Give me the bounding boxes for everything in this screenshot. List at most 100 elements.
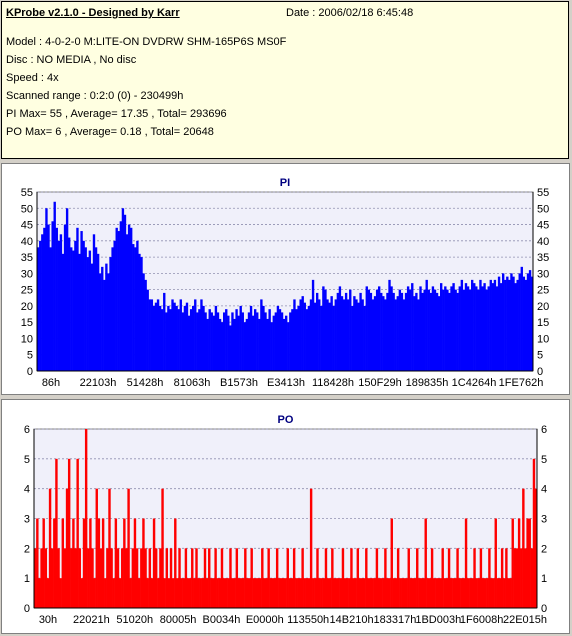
pi-bar — [171, 299, 174, 371]
po-bar — [343, 578, 347, 608]
pi-bar — [204, 312, 207, 371]
pi-bar — [530, 276, 534, 371]
pi-bar — [328, 302, 331, 371]
po-x-tick-label: 51020h — [116, 614, 153, 626]
po-y-tick-left: 0 — [24, 603, 30, 615]
pi-bar — [192, 305, 195, 371]
po-bar — [188, 578, 192, 608]
po-bar — [505, 548, 508, 608]
po-bar — [233, 578, 236, 608]
pi-bar — [154, 302, 158, 371]
pi-bar — [326, 299, 329, 371]
po-bar — [186, 578, 190, 608]
po-bar — [178, 548, 181, 608]
speed-line: Speed : 4x — [6, 72, 59, 84]
pi-bar — [522, 276, 526, 371]
po-bar — [377, 578, 381, 608]
pi-summary-line: PI Max= 55 , Average= 17.35 , Total= 293… — [6, 108, 227, 120]
po-bar — [356, 548, 360, 608]
pi-y-tick-right: 30 — [537, 268, 549, 280]
pi-bar — [528, 270, 532, 371]
po-y-tick-left: 3 — [24, 514, 30, 526]
po-bar — [511, 518, 514, 608]
po-bar — [462, 578, 466, 608]
pi-x-tick-label: 150F29h — [358, 377, 401, 389]
pi-bar — [262, 305, 265, 371]
pi-bar — [138, 253, 141, 371]
po-bar — [388, 578, 391, 608]
po-bar — [146, 578, 149, 608]
pi-bar — [101, 266, 104, 371]
pi-bar — [78, 253, 81, 371]
pi-x-tick-label: 51428h — [127, 377, 164, 389]
po-bar — [174, 518, 177, 608]
pi-bar — [181, 312, 185, 371]
po-bar — [216, 578, 219, 608]
pi-bar — [208, 309, 211, 371]
pi-bar — [210, 312, 213, 371]
po-bar — [314, 578, 317, 608]
pi-bar — [84, 247, 87, 371]
pi-bar — [406, 286, 410, 371]
pi-bar — [431, 286, 435, 371]
disc-line: Disc : NO MEDIA , No disc — [6, 54, 137, 66]
po-x-tick-label: E0000h — [246, 614, 284, 626]
po-bar — [182, 578, 185, 608]
po-bar — [490, 578, 493, 608]
po-bar — [34, 548, 37, 608]
pi-bar — [103, 279, 106, 371]
pi-bar — [394, 299, 397, 371]
po-bar — [67, 458, 71, 608]
po-bar — [403, 578, 406, 608]
pi-bar — [150, 299, 154, 371]
po-bar — [322, 578, 326, 608]
po-bar — [278, 578, 281, 608]
po-bar — [331, 548, 334, 608]
pi-bar — [57, 240, 61, 371]
po-bar — [125, 548, 128, 608]
pi-bar — [504, 279, 507, 371]
po-bar — [435, 578, 438, 608]
pi-bar — [367, 289, 371, 371]
pi-bar — [239, 305, 242, 371]
pi-bar — [152, 305, 156, 371]
pi-bar — [237, 315, 240, 371]
po-bar — [507, 578, 510, 608]
po-bar — [426, 578, 430, 608]
pi-bar — [187, 315, 191, 371]
pi-y-tick-left: 25 — [21, 285, 33, 297]
po-bar — [324, 548, 328, 608]
po-bar — [95, 488, 98, 608]
po-bar — [36, 518, 39, 608]
pi-bar — [332, 305, 335, 371]
pi-bar — [353, 296, 356, 371]
po-bar — [399, 578, 402, 608]
pi-bar — [127, 224, 131, 371]
pi-bar — [179, 299, 182, 371]
pi-bar — [231, 312, 234, 371]
pi-bar — [524, 279, 528, 371]
pi-bar — [148, 299, 151, 371]
po-bar — [112, 578, 115, 608]
po-bar — [526, 518, 529, 608]
pi-bar — [243, 322, 247, 371]
po-bar — [180, 578, 183, 608]
po-bar — [454, 578, 457, 608]
po-bar — [286, 548, 289, 608]
pi-bar — [378, 286, 381, 371]
pi-bar — [249, 305, 253, 371]
po-bar — [528, 518, 531, 608]
po-bar — [195, 548, 198, 608]
po-bar — [261, 548, 264, 608]
pi-bar — [260, 299, 263, 371]
po-bar — [127, 488, 130, 608]
po-bar — [244, 548, 247, 608]
pi-bar — [359, 292, 362, 371]
pi-y-tick-left: 30 — [21, 268, 33, 280]
po-y-tick-left: 1 — [24, 573, 30, 585]
po-bar — [199, 578, 202, 608]
po-bar — [413, 578, 417, 608]
pi-bar — [384, 299, 387, 371]
pi-bar — [49, 247, 52, 371]
po-bar — [373, 578, 376, 608]
